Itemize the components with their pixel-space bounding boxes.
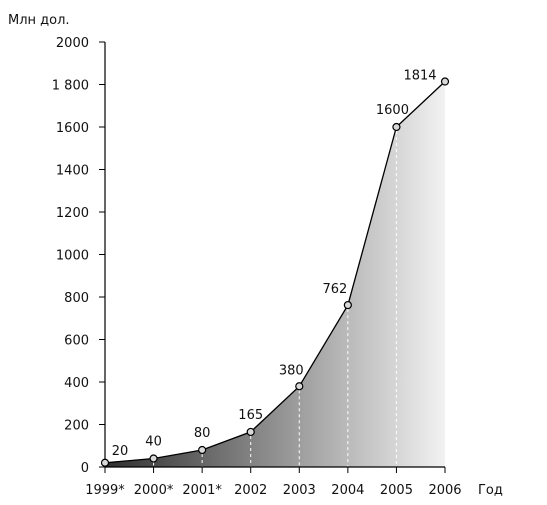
y-tick-label: 1000 (56, 249, 89, 264)
data-point (198, 445, 207, 455)
data-point (100, 458, 110, 467)
data-label: 40 (145, 435, 162, 450)
y-tick-label: 1200 (56, 206, 89, 221)
x-axis-label: Год (478, 483, 503, 498)
x-tick-label: 2003 (283, 483, 316, 498)
x-tick-label: 2000* (134, 483, 174, 498)
x-tick-label: 2001* (182, 483, 222, 498)
x-tick-label: 2002 (234, 483, 267, 498)
x-tick-label: 2006 (428, 483, 461, 498)
y-tick-label: 1600 (56, 121, 89, 136)
y-axis-label: Млн дол. (8, 13, 70, 28)
area-fill (105, 81, 445, 467)
data-point (295, 382, 304, 391)
data-point (343, 300, 352, 310)
y-tick-label: 800 (64, 291, 89, 306)
data-point (440, 77, 450, 86)
y-tick-label: 2000 (56, 36, 89, 51)
y-tick-label: 400 (64, 376, 89, 391)
y-tick-label: 1400 (56, 164, 89, 179)
data-label: 762 (322, 282, 347, 297)
series-line (104, 81, 446, 464)
x-tick-label: 1999* (85, 483, 125, 498)
data-label: 80 (194, 426, 211, 441)
data-point (149, 454, 158, 463)
data-label: 20 (112, 444, 129, 459)
data-point (392, 122, 401, 132)
x-tick-label: 2004 (331, 483, 364, 498)
y-tick-label: 200 (64, 419, 89, 434)
x-tick-label: 2005 (380, 483, 413, 498)
y-tick-label: 600 (64, 334, 89, 349)
data-label: 165 (238, 408, 263, 423)
data-label: 1600 (376, 103, 409, 118)
data-label: 380 (279, 363, 304, 378)
y-tick-label: 1 800 (52, 79, 89, 94)
data-point (246, 427, 255, 437)
y-tick-label: 0 (81, 461, 89, 476)
data-label: 1814 (403, 69, 436, 84)
